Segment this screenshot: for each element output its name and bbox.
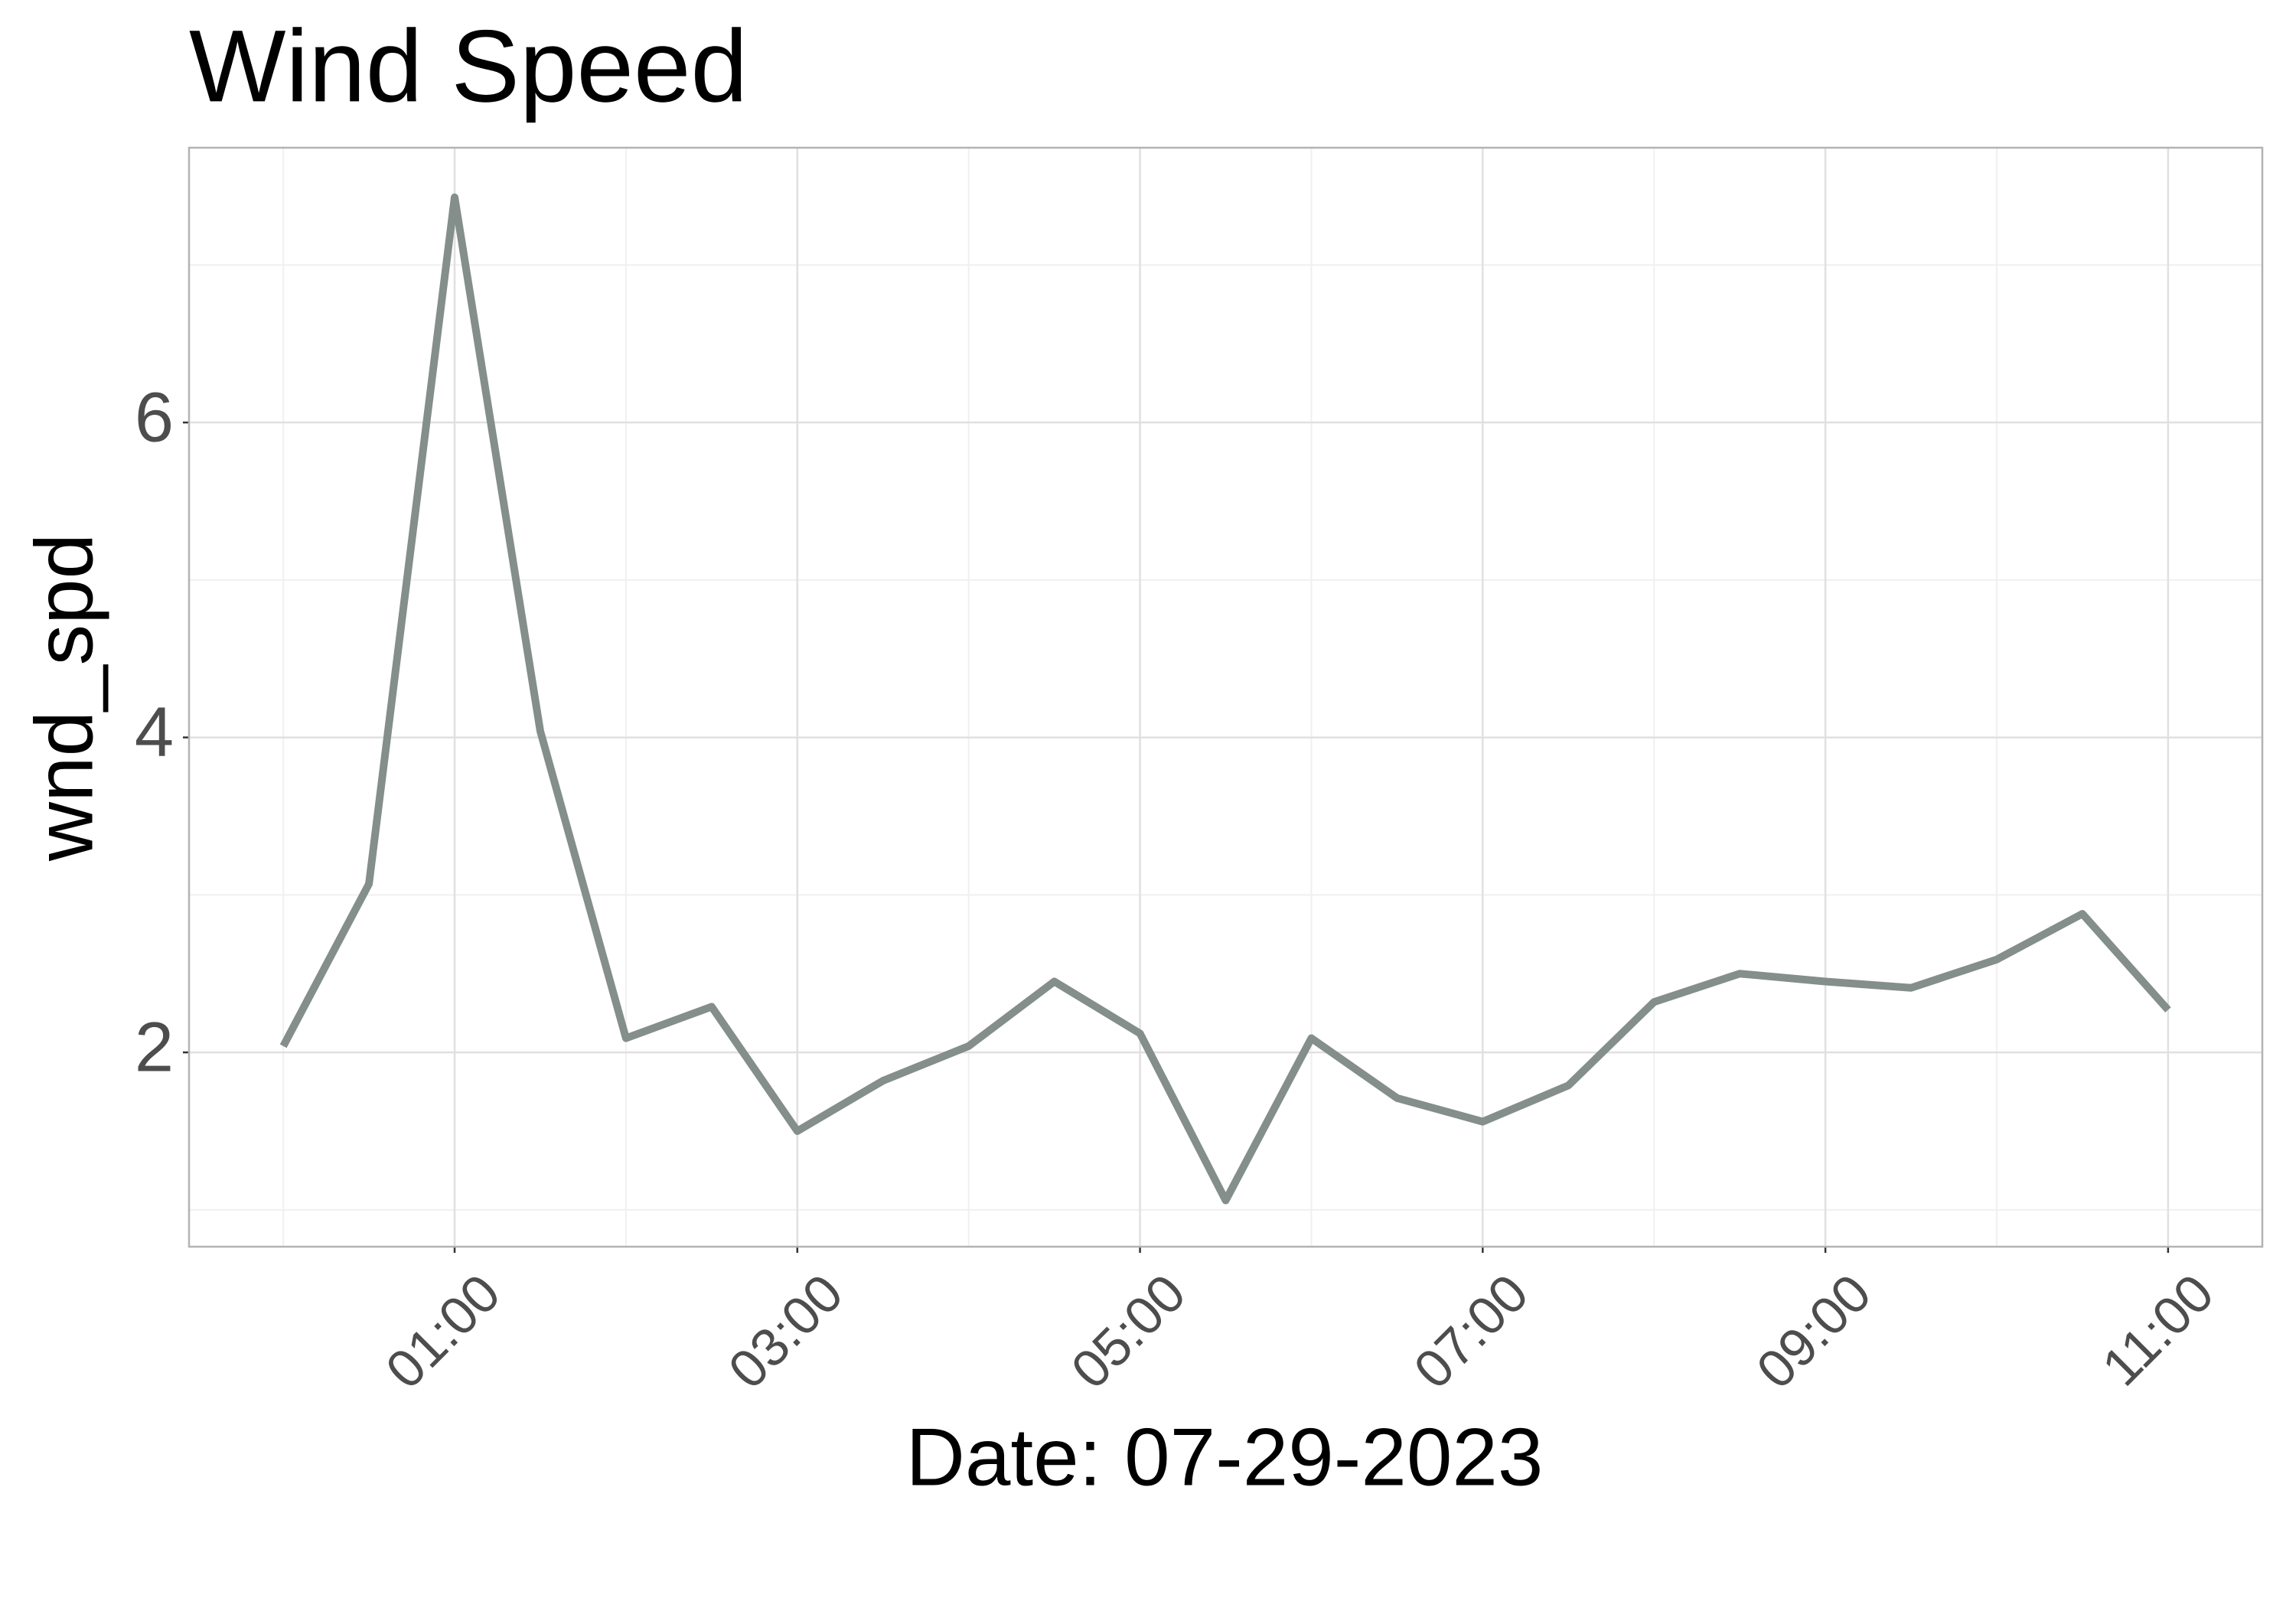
x-tick-label: 01:00: [374, 1263, 511, 1400]
y-tick-label: 6: [135, 378, 174, 456]
x-tick-label: 03:00: [717, 1263, 854, 1400]
y-axis-label: wnd_spd: [18, 533, 109, 862]
y-tick-label: 2: [135, 1008, 174, 1086]
x-axis-label: Date: 07-29-2023: [906, 1410, 1544, 1502]
panel-border: [188, 146, 2264, 1248]
x-tick-label: 07:00: [1403, 1263, 1540, 1400]
data-line: [279, 193, 2171, 1205]
x-tick-label: 11:00: [2091, 1263, 2225, 1397]
x-tick-label: 05:00: [1060, 1263, 1197, 1400]
y-tick-label: 4: [135, 693, 174, 771]
chart-title: Wind Speed: [189, 9, 748, 123]
x-tick-label: 09:00: [1745, 1263, 1882, 1400]
